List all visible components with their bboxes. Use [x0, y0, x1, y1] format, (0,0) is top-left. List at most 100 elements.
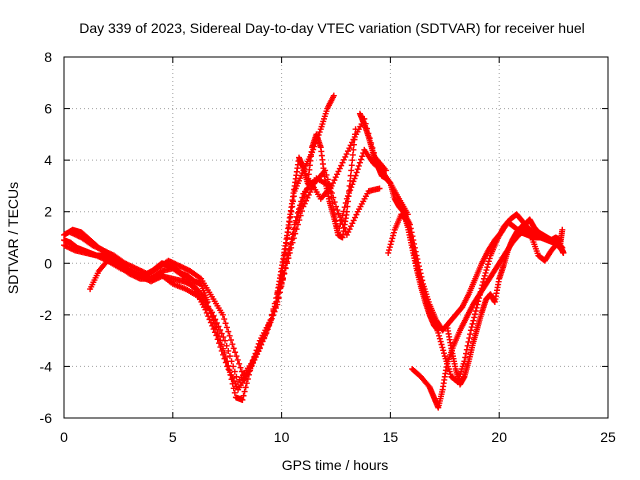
- data-point: [226, 332, 233, 339]
- data-point: [485, 258, 492, 265]
- data-point: [438, 341, 445, 348]
- data-point: [473, 304, 480, 311]
- data-point: [231, 368, 238, 375]
- data-point: [465, 338, 472, 345]
- data-point: [351, 175, 358, 182]
- data-point: [236, 360, 243, 367]
- data-point: [359, 153, 366, 160]
- data-point: [240, 392, 247, 399]
- data-point: [435, 327, 442, 334]
- x-axis-title: GPS time / hours: [282, 457, 389, 473]
- data-point: [216, 340, 223, 347]
- data-point: [348, 162, 355, 169]
- data-point: [253, 351, 260, 358]
- data-point: [335, 210, 342, 217]
- data-point: [463, 350, 470, 357]
- data-point: [352, 214, 359, 221]
- y-axis-title: SDTVAR / TECUs: [5, 182, 21, 294]
- data-point: [285, 250, 292, 257]
- data-point: [269, 312, 276, 319]
- axis-ticks: 0 5 10 15 20 25 -6 -4 -2 0 2 4 6 8: [40, 49, 616, 445]
- data-point: [386, 244, 393, 251]
- data-point: [349, 151, 356, 158]
- data-point: [416, 266, 423, 273]
- data-point: [225, 347, 232, 354]
- data-point: [485, 261, 492, 268]
- data-point: [316, 129, 323, 136]
- data-point: [483, 267, 490, 274]
- y-tick-label: 8: [44, 49, 52, 65]
- data-point: [222, 337, 229, 344]
- data-point: [324, 176, 331, 183]
- data-point: [261, 335, 268, 342]
- data-point: [469, 320, 476, 327]
- data-point: [287, 240, 294, 247]
- data-point: [440, 350, 447, 357]
- data-point: [528, 233, 535, 240]
- y-tick-label: -6: [40, 410, 53, 426]
- y-tick-label: 0: [44, 255, 52, 271]
- y-tick-label: 2: [44, 204, 52, 220]
- data-point: [256, 344, 263, 351]
- data-point: [331, 177, 338, 184]
- data-point: [467, 327, 474, 334]
- data-point: [204, 298, 211, 305]
- data-point: [437, 338, 444, 345]
- data-point: [347, 223, 354, 230]
- gridlines: [64, 57, 608, 418]
- data-point: [213, 319, 220, 326]
- data-point: [351, 136, 358, 143]
- series-track-b: [61, 167, 383, 393]
- data-point: [221, 355, 228, 362]
- data-point: [242, 384, 249, 391]
- data-point: [342, 153, 349, 160]
- data-point: [211, 329, 218, 336]
- data-point: [249, 357, 256, 364]
- data-point: [221, 316, 228, 323]
- series-track-i: [356, 110, 442, 334]
- data-point: [262, 330, 269, 337]
- data-point: [482, 269, 489, 276]
- data-point: [352, 126, 359, 133]
- data-point: [344, 198, 351, 205]
- data-point: [298, 198, 305, 205]
- data-point: [234, 356, 241, 363]
- data-point: [248, 360, 255, 367]
- data-point: [215, 323, 222, 330]
- data-point: [353, 211, 360, 218]
- data-point: [230, 363, 237, 370]
- data-point: [440, 347, 447, 354]
- data-point: [350, 217, 357, 224]
- data-point: [387, 241, 394, 248]
- data-point: [350, 146, 357, 153]
- data-point: [205, 313, 212, 320]
- data-point: [350, 141, 357, 148]
- data-point: [241, 388, 248, 395]
- x-tick-label: 20: [491, 429, 507, 445]
- data-point: [347, 177, 354, 184]
- data-point: [481, 272, 488, 279]
- series-track-h: [443, 216, 564, 388]
- data-point: [297, 202, 304, 209]
- data-point: [344, 148, 351, 155]
- data-point: [559, 226, 566, 233]
- data-point: [272, 303, 279, 310]
- data-point: [348, 167, 355, 174]
- data-point: [223, 342, 230, 349]
- data-point: [471, 314, 478, 321]
- data-point: [217, 344, 224, 351]
- data-point: [223, 324, 230, 331]
- x-tick-label: 15: [383, 429, 399, 445]
- data-point: [237, 364, 244, 371]
- data-point: [559, 244, 566, 251]
- data-point: [233, 353, 240, 360]
- data-point: [210, 326, 217, 333]
- data-point: [222, 320, 229, 327]
- chart-title: Day 339 of 2023, Sidereal Day-to-day VTE…: [79, 20, 585, 36]
- data-point: [345, 193, 352, 200]
- data-point: [346, 188, 353, 195]
- y-tick-label: 6: [44, 101, 52, 117]
- data-point: [353, 169, 360, 176]
- data-point: [203, 309, 210, 316]
- y-tick-label: -2: [40, 307, 53, 323]
